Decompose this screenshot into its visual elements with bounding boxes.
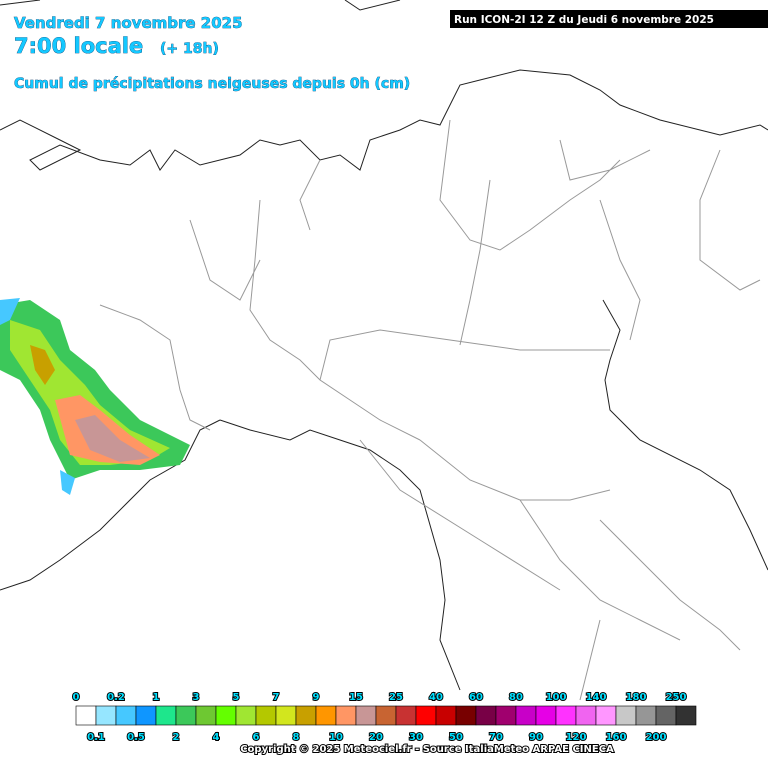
legend-label: 3: [193, 692, 200, 703]
date: Vendredi 7 novembre 2025: [14, 14, 243, 32]
legend-swatch: [295, 705, 317, 726]
legend-swatch: [275, 705, 297, 726]
legend-swatch: [655, 705, 677, 726]
legend-label: 250: [666, 692, 687, 703]
legend-label: 70: [489, 732, 503, 743]
lead: (+ 18h): [160, 41, 219, 57]
legend-label: 15: [349, 692, 363, 703]
legend-label: 6: [253, 732, 260, 743]
legend-label: 4: [213, 732, 220, 743]
legend-swatch: [95, 705, 117, 726]
legend-label: 100: [546, 692, 567, 703]
legend-swatch: [595, 705, 617, 726]
run-box: [450, 10, 768, 28]
legend-swatch: [115, 705, 137, 726]
legend-swatch: [175, 705, 197, 726]
legend-swatch: [535, 705, 557, 726]
legend-label: 0.1: [87, 732, 105, 743]
legend: 0 0.1 0.2 0.5 1 2 3 4 5 6 7 8 9 10 15 20 25 30 40 50 60 70 80 9…: [72, 691, 697, 744]
legend-label: 8: [293, 732, 300, 743]
legend-swatch: [555, 705, 577, 726]
legend-swatch: [355, 705, 377, 726]
subtitle: Cumul de précipitations neigeuses depuis…: [14, 76, 410, 92]
legend-label: 140: [586, 692, 607, 703]
legend-swatch: [155, 705, 177, 726]
legend-swatch: [135, 705, 157, 726]
legend-label: 200: [646, 732, 667, 743]
legend-label: 120: [566, 732, 587, 743]
legend-label: 60: [469, 692, 483, 703]
legend-swatch: [235, 705, 257, 726]
legend-label: 0.2: [107, 692, 125, 703]
legend-swatch: [615, 705, 637, 726]
snow-area: [0, 298, 190, 495]
legend-swatch: [675, 705, 697, 726]
legend-swatch: [515, 705, 537, 726]
legend-swatch: [255, 705, 277, 726]
legend-swatch: [75, 705, 97, 726]
legend-swatch: [395, 705, 417, 726]
legend-label: 50: [449, 732, 463, 743]
legend-label: 9: [313, 692, 320, 703]
legend-label: 5: [233, 692, 240, 703]
run-label: Run ICON-2I 12 Z du Jeudi 6 novembre 202…: [454, 14, 714, 26]
legend-label: 7: [273, 692, 280, 703]
legend-label: 20: [369, 732, 383, 743]
legend-swatch: [455, 705, 477, 726]
legend-label: 2: [173, 732, 180, 743]
legend-label: 30: [409, 732, 423, 743]
legend-label: 0: [73, 692, 80, 703]
legend-swatch: [315, 705, 337, 726]
legend-swatch: [195, 705, 217, 726]
map-lines: [0, 0, 768, 701]
legend-label: 1: [153, 692, 160, 703]
time: 7:00 locale: [14, 34, 143, 58]
legend-label: 25: [389, 692, 403, 703]
copyright: Copyright © 2025 Meteociel.fr - Source I…: [240, 744, 614, 755]
legend-label: 180: [626, 692, 647, 703]
legend-label: 90: [529, 732, 543, 743]
legend-swatch: [475, 705, 497, 726]
legend-swatch: [215, 705, 237, 726]
legend-swatch: [575, 705, 597, 726]
legend-label: 80: [509, 692, 523, 703]
legend-label: 10: [329, 732, 343, 743]
legend-label: 40: [429, 692, 443, 703]
legend-swatch: [335, 705, 357, 726]
legend-swatch: [635, 705, 657, 726]
legend-label: 160: [606, 732, 627, 743]
legend-swatch: [495, 705, 517, 726]
legend-label: 0.5: [127, 732, 145, 743]
legend-swatch: [415, 705, 437, 726]
legend-swatch: [375, 705, 397, 726]
legend-swatch: [435, 705, 457, 726]
